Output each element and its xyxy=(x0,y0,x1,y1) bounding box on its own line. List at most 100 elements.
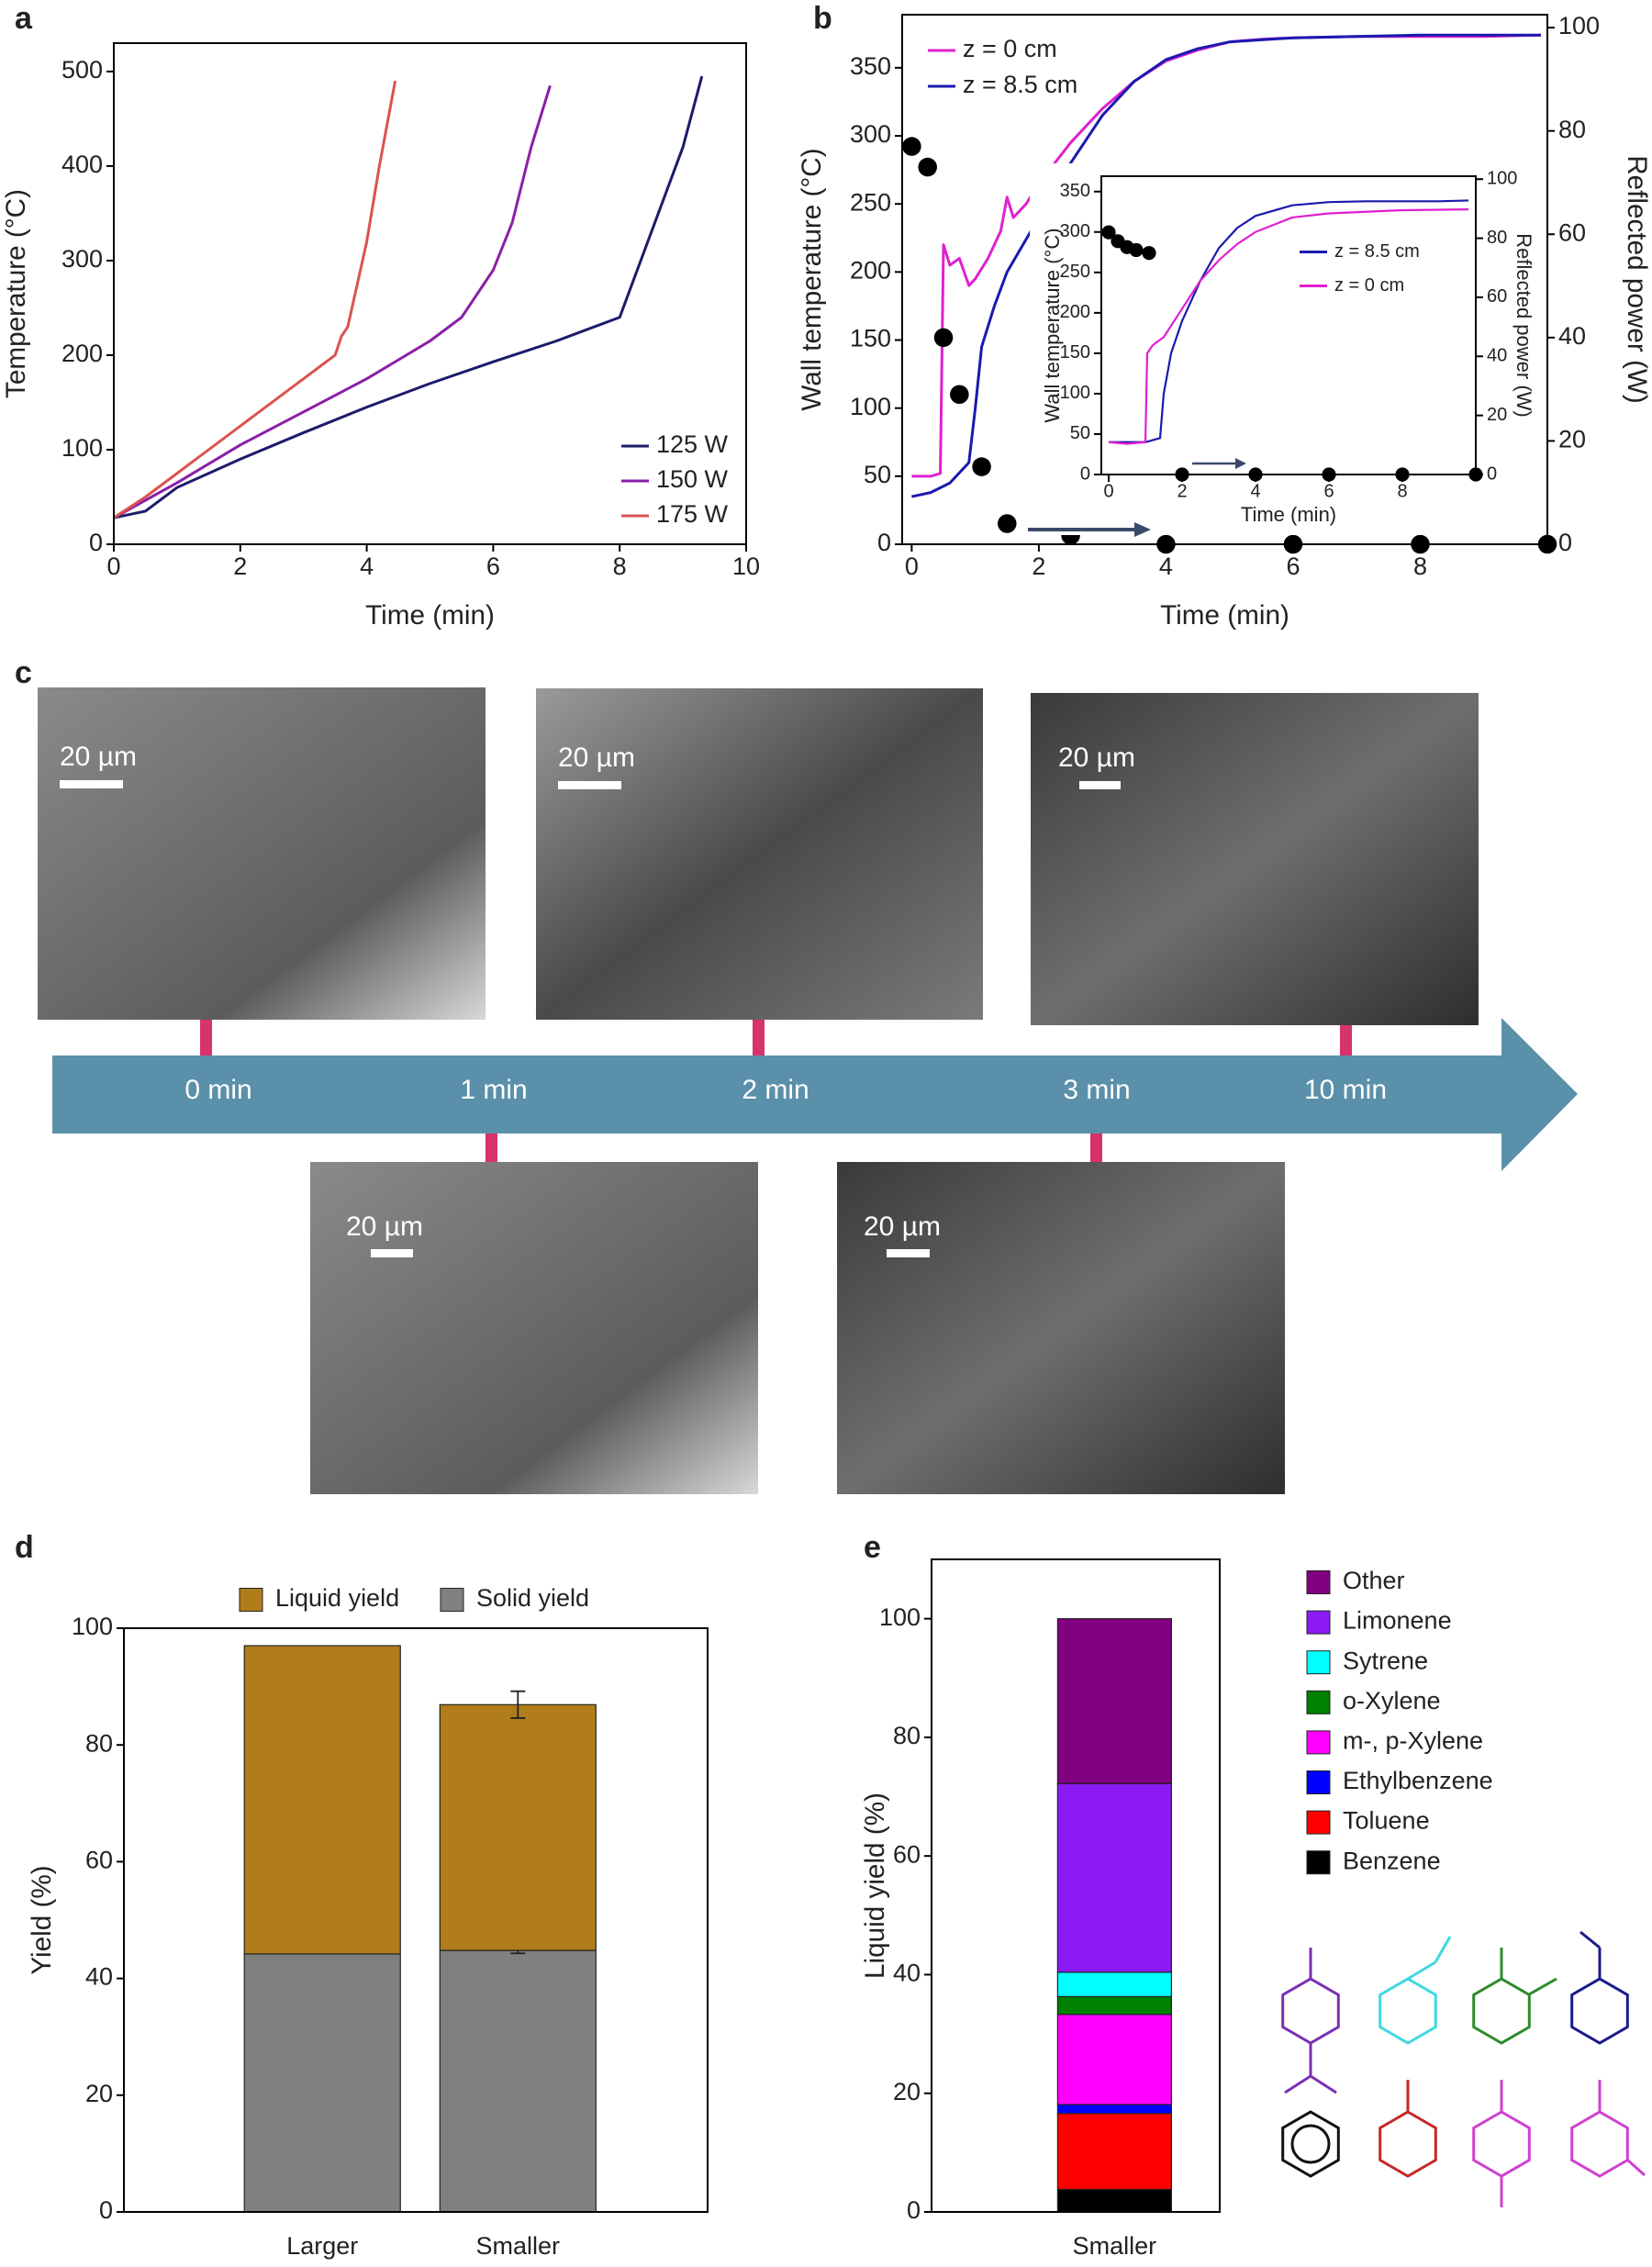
y-tick-label: 250 xyxy=(1060,262,1090,282)
y-tick-label: 40 xyxy=(893,1960,921,1987)
y-tick-label: 100 xyxy=(72,1613,113,1640)
y-tick-label: 100 xyxy=(61,434,103,462)
marker xyxy=(1142,246,1156,261)
scale-bar xyxy=(887,1249,930,1257)
timeline-label: 2 min xyxy=(742,1075,809,1105)
scale-bar-label: 20 µm xyxy=(558,743,635,773)
scale-bar-label: 20 µm xyxy=(864,1212,941,1242)
legend-key xyxy=(440,1588,464,1612)
marker xyxy=(998,514,1017,533)
plot-frame xyxy=(123,1627,709,2213)
legend-label: o-Xylene xyxy=(1343,1687,1441,1714)
x-tick-label: 6 xyxy=(1323,481,1334,501)
legend-key xyxy=(1306,1570,1331,1594)
connector xyxy=(1090,1134,1102,1162)
y-tick-label: 200 xyxy=(850,256,891,284)
series-line xyxy=(1109,199,1469,443)
y-tick-label: 0 xyxy=(1080,463,1090,484)
y-tick-label: 80 xyxy=(893,1722,921,1749)
y2-tick-label: 40 xyxy=(1558,322,1586,350)
x-tick-label: 6 xyxy=(486,553,500,580)
y-tick-label: 100 xyxy=(850,393,891,420)
x-tick-label: 4 xyxy=(1159,553,1173,580)
legend-key xyxy=(1306,1850,1331,1875)
legend-label: 125 W xyxy=(656,430,729,458)
x-tick-label: 6 xyxy=(1286,553,1300,580)
sem-image xyxy=(536,688,983,1020)
panel-label: c xyxy=(15,655,32,690)
legend-label: z = 0 cm xyxy=(1334,275,1404,296)
connector xyxy=(753,1020,765,1055)
plot-frame xyxy=(901,14,1548,545)
x-tick-label: Smaller xyxy=(1073,2232,1157,2260)
legend-label: 150 W xyxy=(656,465,729,493)
y-axis-title: Liquid yield (%) xyxy=(860,1792,890,1979)
sem-image xyxy=(837,1162,1285,1494)
legend-label: Solid yield xyxy=(476,1584,589,1612)
scale-bar-label: 20 µm xyxy=(1058,743,1135,773)
sem-image xyxy=(38,687,486,1020)
scale-bar xyxy=(1079,781,1121,789)
y-tick-label: 150 xyxy=(1060,342,1090,363)
sem-image xyxy=(1031,693,1479,1025)
y2-tick-label: 20 xyxy=(1487,405,1507,425)
y-tick-label: 20 xyxy=(85,2080,113,2107)
y-tick-label: 350 xyxy=(850,52,891,80)
y2-tick-label: 100 xyxy=(1558,12,1600,39)
x-tick-label: 2 xyxy=(1177,481,1187,501)
bar-segment xyxy=(439,1703,597,1951)
scale-bar xyxy=(371,1249,413,1257)
series-line xyxy=(1108,208,1469,445)
x-axis-title: Time (min) xyxy=(1241,503,1336,526)
legend-label: Liquid yield xyxy=(275,1584,399,1612)
legend-label: Other xyxy=(1343,1567,1405,1594)
x-tick-label: 10 xyxy=(732,553,760,580)
timeline-label: 0 min xyxy=(184,1075,251,1105)
y-tick-label: 300 xyxy=(61,245,103,273)
scale-bar xyxy=(60,780,123,788)
y-axis-title: Temperature (°C) xyxy=(1,189,31,398)
connector xyxy=(486,1134,497,1162)
styrene xyxy=(1379,1936,1452,2045)
toluene xyxy=(1379,2080,1437,2178)
y-tick-label: 20 xyxy=(893,2078,921,2105)
x-tick-label: 2 xyxy=(233,553,247,580)
legend-label: z = 8.5 cm xyxy=(963,71,1077,98)
y-tick-label: 300 xyxy=(850,120,891,148)
ethylbenzene xyxy=(1570,1930,1629,2045)
series-line xyxy=(113,75,704,519)
legend-key xyxy=(1306,1810,1331,1835)
timeline-panel: 0 min 1 min 2 min 3 min 10 min 20 µm 20 … xyxy=(38,687,1578,1494)
x-tick-label: 4 xyxy=(360,553,374,580)
y2-tick-label: 20 xyxy=(1558,426,1586,453)
y-tick-label: 50 xyxy=(1070,423,1090,443)
bar-segment xyxy=(1056,1782,1172,1973)
legend-label: Toluene xyxy=(1343,1807,1430,1835)
y-tick-label: 0 xyxy=(877,529,891,556)
legend-label: Ethylbenzene xyxy=(1343,1767,1493,1794)
panel-label: d xyxy=(15,1530,34,1565)
o-xylene xyxy=(1472,1948,1557,2045)
marker xyxy=(972,457,991,476)
timeline-label: 10 min xyxy=(1304,1075,1387,1105)
x-tick-label: Larger xyxy=(286,2232,358,2260)
y2-tick-label: 100 xyxy=(1487,168,1517,188)
annotation-arrowhead xyxy=(1134,522,1151,537)
y2-axis-title: Reflected power (W) xyxy=(1512,233,1535,418)
legend-key xyxy=(1306,1730,1331,1755)
bar-segment xyxy=(243,1953,401,2213)
plot-frame xyxy=(113,42,747,545)
bar-segment xyxy=(1056,2113,1172,2191)
m-xylene xyxy=(1570,2080,1646,2178)
y-tick-label: 500 xyxy=(61,56,103,84)
y-tick-label: 60 xyxy=(85,1847,113,1874)
y2-axis-title: Reflected power (W) xyxy=(1622,155,1652,404)
y-tick-label: 80 xyxy=(85,1729,113,1757)
y-tick-label: 100 xyxy=(879,1603,921,1631)
connector xyxy=(1340,1025,1352,1055)
panel-label: e xyxy=(864,1530,881,1565)
plot-frame xyxy=(931,1558,1221,2213)
marker xyxy=(1101,225,1116,240)
y-tick-label: 0 xyxy=(99,2196,113,2224)
